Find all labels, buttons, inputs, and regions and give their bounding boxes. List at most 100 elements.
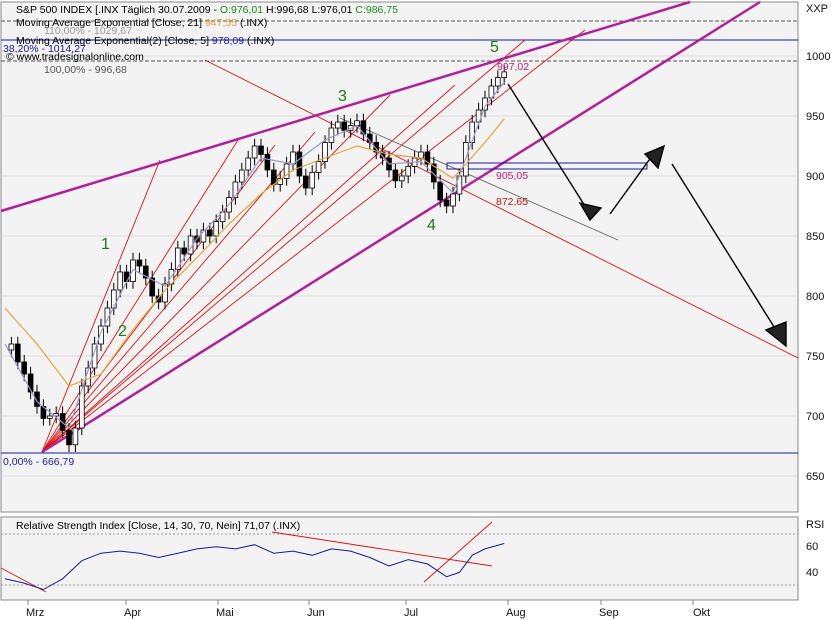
candle-body [91, 343, 98, 369]
fib-label-110: 110,00% - 1029,67 [44, 25, 132, 37]
ema21-ticker: (.INX) [239, 17, 268, 29]
candle-body [232, 181, 239, 198]
price-tick: 650 [806, 471, 824, 483]
rsi-unit-label: RSI [806, 519, 824, 531]
fib-label-0: 0,00% - 666,79 [3, 456, 75, 468]
candle-body [450, 193, 456, 207]
month-label: Mai [216, 607, 234, 619]
candle-body [111, 289, 117, 309]
header-line-1: S&P 500 INDEX [.INX Täglich 30.07.2009 -… [16, 4, 398, 16]
level-label-997: 997,02 [497, 61, 530, 73]
channel-upper [0, 0, 691, 213]
rsi-header: Relative Strength Index [Close, 14, 30, … [16, 520, 301, 532]
header-open: O:976,01 [219, 4, 264, 16]
price-unit-label: XXP [806, 3, 828, 15]
candle-body [136, 259, 143, 267]
month-axis: Mrz Apr Mai Jun Jul Aug Sep Okt [1, 599, 798, 619]
ema5-label: Moving Average Exponential(2) [Close, 5] [16, 35, 209, 47]
header-line-2: Moving Average Exponential [Close, 21] 9… [16, 17, 267, 29]
candle-body [117, 271, 124, 291]
rsi-axis: RSI 60 40 [806, 519, 824, 579]
candle-body [501, 71, 507, 79]
header-low: L:976,01 [311, 4, 353, 16]
month-label: Apr [124, 607, 141, 619]
candle-body [123, 271, 130, 283]
candle-body [373, 141, 379, 153]
watermark: © www.tradesignalonline.com [6, 51, 144, 63]
wave-label-5: 5 [490, 39, 499, 56]
price-grid [1, 55, 798, 477]
month-label: Mrz [26, 607, 44, 619]
candle-body [405, 165, 411, 177]
level-box [446, 162, 648, 170]
candle-body [174, 247, 181, 271]
candle-body [21, 361, 27, 375]
price-tick: 700 [806, 411, 824, 423]
ema5-line [4, 81, 505, 430]
candle-body [206, 229, 213, 237]
candle-body [245, 157, 252, 171]
wave-label-2: 2 [118, 323, 127, 340]
candle-body [98, 325, 104, 345]
wave-label-3: 3 [338, 88, 347, 105]
candle-body [72, 427, 79, 446]
ema5-ticker: (.INX) [246, 35, 275, 47]
month-label: Jun [307, 607, 325, 619]
candle-body [66, 429, 72, 446]
price-tick: 800 [806, 291, 824, 303]
candle-body [270, 169, 277, 185]
price-tick: 850 [806, 231, 824, 243]
header-close: C:986,75 [355, 4, 398, 16]
ema21-line [4, 118, 505, 387]
month-label: Jul [404, 607, 418, 619]
wave-label-1: 1 [101, 236, 110, 253]
candle-body [354, 120, 360, 127]
rsi-tick: 60 [806, 541, 818, 553]
candle-body [494, 77, 501, 87]
ema5-value: 978,09 [211, 35, 245, 47]
ema21-label: Moving Average Exponential [Close, 21] [16, 17, 203, 29]
candle-body [392, 169, 399, 182]
price-tick: 900 [806, 171, 824, 183]
projection-arrows [507, 83, 787, 348]
candle-body [27, 373, 34, 393]
candle-body [149, 277, 156, 297]
candle-body [283, 163, 290, 179]
candle-body [238, 169, 245, 183]
fib-label-38: 38,20% - 1014,27 [3, 43, 86, 55]
candle-body [8, 343, 15, 351]
candle-body [341, 121, 347, 131]
price-tick: 1000 [806, 51, 830, 63]
candle-body [264, 153, 271, 171]
month-label: Sep [599, 607, 619, 619]
candle-body [309, 171, 315, 189]
rsi-layer [4, 543, 505, 591]
price-tick: 750 [806, 351, 824, 363]
candle-body [200, 229, 207, 243]
candle-body [251, 145, 258, 159]
candle-body [79, 385, 85, 429]
candle-body [47, 415, 53, 419]
candle-body [328, 127, 335, 143]
candle-body [302, 175, 309, 189]
candle-body [104, 307, 111, 327]
price-axis: XXP 1000 950 900 850 800 750 700 650 [806, 3, 830, 483]
rsi-pane [0, 516, 799, 601]
channel-lower [41, 0, 761, 454]
candle-body [34, 391, 40, 407]
ema21-value: 947,55 [204, 17, 238, 29]
series-layer [4, 64, 507, 452]
candle-body [424, 151, 431, 165]
candle-body [14, 343, 21, 363]
header-prefix: S&P 500 INDEX [.INX Täglich 30.07.2009 - [16, 4, 217, 16]
candle-body [315, 161, 322, 173]
candle-body [418, 151, 424, 159]
candle-body [443, 199, 450, 207]
candle-body [213, 221, 220, 237]
candle-body [379, 151, 386, 159]
candle-body [296, 151, 303, 177]
header-line-3: Moving Average Exponential(2) [Close, 5]… [16, 35, 274, 47]
wave-label-4: 4 [427, 217, 436, 234]
candle-body [334, 121, 341, 129]
